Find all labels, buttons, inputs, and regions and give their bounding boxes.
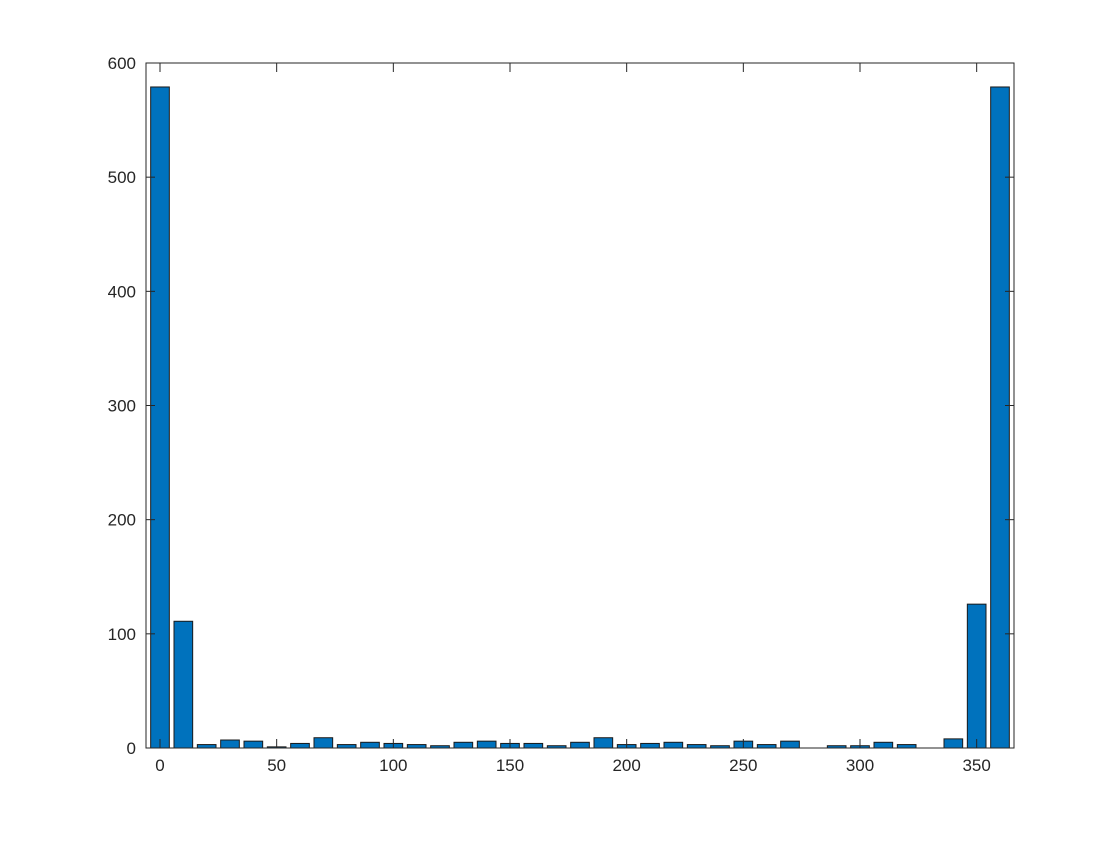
bar-190 <box>593 737 614 749</box>
bar-110 <box>406 744 427 749</box>
bar-230 <box>686 744 707 749</box>
x-tick-label-300: 300 <box>846 756 874 775</box>
tick-labels-layer: 0 50 100 150 200 250 300 350 0 100 200 300 400 500 600 <box>108 54 991 775</box>
bar-310 <box>873 741 894 749</box>
bar-270 <box>780 740 800 749</box>
y-tick-label-200: 200 <box>108 511 136 530</box>
bar-320 <box>896 744 917 749</box>
bar-130 <box>453 741 474 749</box>
bar-350 <box>966 603 987 749</box>
bar-20 <box>196 744 217 749</box>
bar-340 <box>943 738 964 749</box>
bar-220 <box>663 741 684 749</box>
bar-360 <box>990 86 1010 749</box>
x-tick-label-0: 0 <box>155 756 164 775</box>
bar-90 <box>360 741 380 749</box>
bar-160 <box>523 742 544 749</box>
y-tick-label-400: 400 <box>108 282 136 301</box>
y-tick-label-100: 100 <box>108 625 136 644</box>
bar-60 <box>290 742 310 749</box>
bar-140 <box>476 740 497 749</box>
bar-180 <box>570 741 590 749</box>
x-tick-label-250: 250 <box>729 756 757 775</box>
y-tick-label-600: 600 <box>108 54 136 73</box>
x-tick-label-200: 200 <box>612 756 640 775</box>
y-tick-label-500: 500 <box>108 168 136 187</box>
x-tick-label-150: 150 <box>496 756 524 775</box>
y-tick-label-300: 300 <box>108 397 136 416</box>
bar-40 <box>243 740 264 749</box>
plot-area-border <box>145 62 1015 749</box>
x-tick-label-350: 350 <box>962 756 990 775</box>
bar-70 <box>313 737 334 749</box>
x-tick-label-100: 100 <box>379 756 407 775</box>
bar-10 <box>173 620 194 749</box>
bar-210 <box>640 742 660 749</box>
bar-80 <box>336 744 357 749</box>
bar-260 <box>756 744 777 749</box>
y-tick-label-0: 0 <box>127 739 136 758</box>
x-tick-label-50: 50 <box>267 756 286 775</box>
bar-0 <box>150 86 170 749</box>
ticks-layer <box>146 62 1014 749</box>
bars-layer <box>150 86 1010 749</box>
bar-30 <box>220 739 240 749</box>
